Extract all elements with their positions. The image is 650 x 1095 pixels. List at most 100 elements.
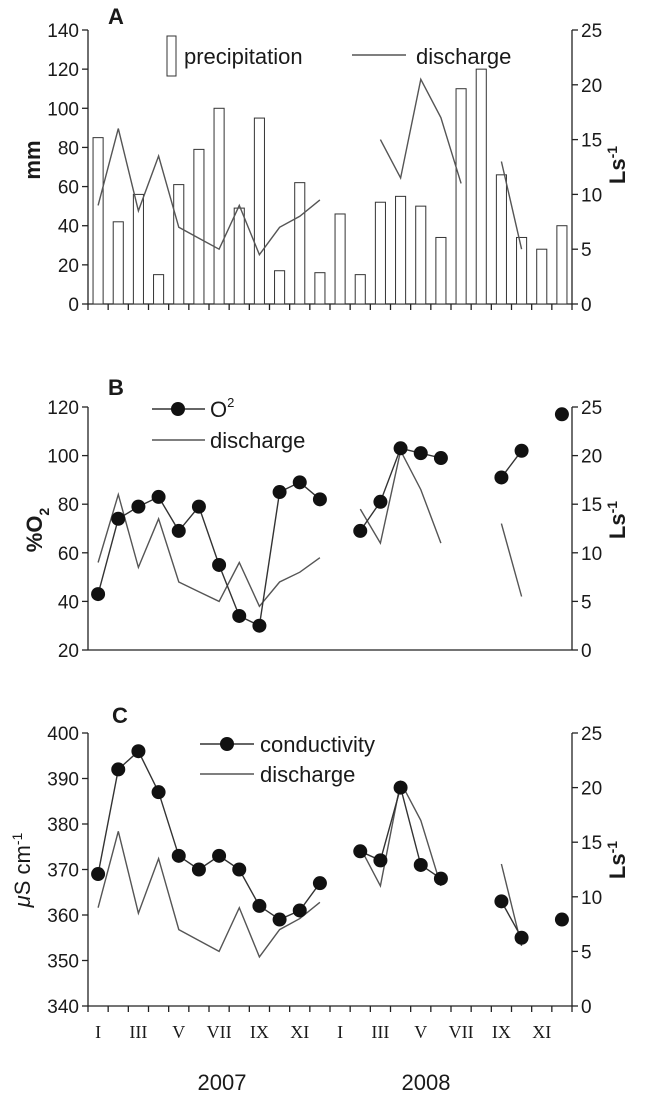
month-tick-label: III — [371, 1022, 389, 1042]
month-tick-label: III — [129, 1022, 147, 1042]
panel-c-left-tick-label: 370 — [47, 861, 79, 882]
oxygen-point — [494, 470, 509, 485]
conductivity-point — [252, 898, 267, 913]
precipitation-bar — [455, 88, 467, 305]
conductivity-point — [514, 930, 529, 945]
precipitation-bar — [112, 221, 124, 305]
oxygen-point — [514, 443, 529, 458]
oxygen-point — [111, 511, 126, 526]
panel-a-left-tick-label: 140 — [47, 21, 79, 42]
legend-precipitation-swatch — [166, 35, 177, 77]
oxygen-point — [151, 489, 166, 504]
panel-a-right-tick-label: 0 — [581, 295, 592, 316]
discharge-line — [359, 448, 442, 545]
oxygen-point — [353, 523, 368, 538]
panel-b-left-tick-label: 80 — [58, 495, 79, 516]
precipitation-bar — [173, 184, 185, 305]
panel-b-left-tick-label: 120 — [47, 398, 79, 419]
legend-oxygen-marker — [171, 402, 185, 416]
panel-c: C μS cm-1 Ls-1 conductivity discharge 34… — [9, 703, 630, 1018]
panel-a-right-tick-label: 5 — [581, 240, 592, 261]
oxygen-point — [171, 523, 186, 538]
precipitation-bar — [374, 201, 386, 305]
panel-c-right-tick-label: 20 — [581, 779, 602, 800]
precipitation-bar — [153, 274, 165, 305]
panel-c-right-tick-label: 5 — [581, 942, 592, 963]
discharge-line — [500, 161, 523, 250]
oxygen-line — [97, 481, 321, 627]
panel-b-legend: O2 discharge — [152, 395, 305, 453]
panel-letter-a: A — [108, 4, 124, 29]
oxygen-point — [433, 451, 448, 466]
month-tick-label: XI — [532, 1022, 551, 1042]
panel-a-right-tick-label: 15 — [581, 131, 602, 152]
precipitation-bar — [274, 270, 286, 305]
precipitation-bar — [233, 207, 245, 305]
panel-b-left-tick-label: 40 — [58, 592, 79, 613]
panel-b-right-axis-label: Ls-1 — [604, 501, 630, 539]
precipitation-bar — [92, 137, 104, 305]
precipitation-bar — [435, 236, 447, 305]
conductivity-point — [292, 903, 307, 918]
panel-a-left-axis-label: mm — [20, 140, 45, 179]
conductivity-point — [312, 876, 327, 891]
panel-c-left-tick-label: 340 — [47, 997, 79, 1018]
precipitation-bar — [556, 225, 568, 305]
panel-c-left-tick-label: 360 — [47, 906, 79, 927]
month-tick-label: I — [337, 1022, 343, 1042]
conductivity-point — [554, 912, 569, 927]
panel-a-left-tick-label: 40 — [58, 217, 79, 238]
conductivity-point — [151, 785, 166, 800]
legend-discharge-label: discharge — [416, 44, 511, 69]
oxygen-point — [373, 494, 388, 509]
panel-c-right-tick-label: 10 — [581, 888, 602, 909]
oxygen-point — [312, 492, 327, 507]
conductivity-point — [373, 853, 388, 868]
legend-oxygen-label: O2 — [210, 395, 234, 422]
conductivity-point — [111, 762, 126, 777]
panel-a-left-tick-label: 0 — [68, 295, 79, 316]
panel-a-right-axis-label: Ls-1 — [604, 146, 630, 184]
panel-letter-b: B — [108, 375, 124, 400]
year-labels: 2007 2008 — [198, 1070, 451, 1095]
oxygen-point — [393, 441, 408, 456]
panel-b-right-tick-label: 20 — [581, 447, 602, 468]
oxygen-point — [292, 475, 307, 490]
precipitation-bar — [193, 148, 205, 305]
precipitation-bar — [475, 68, 487, 305]
panel-c-right-tick-label: 25 — [581, 724, 602, 745]
panel-a-right-tick-label: 10 — [581, 185, 602, 206]
panel-b: B %O2 Ls-1 O2 discharge 20 40 60 80 100 120 0 5… — [22, 375, 630, 662]
precipitation-bar — [334, 213, 346, 305]
precipitation-bar — [395, 195, 407, 305]
conductivity-point — [191, 862, 206, 877]
precipitation-bar — [294, 182, 306, 305]
precipitation-bar — [253, 117, 265, 305]
month-tick-label: VII — [207, 1022, 232, 1042]
panel-a-legend: precipitation discharge — [166, 35, 511, 77]
oxygen-point — [91, 587, 106, 602]
legend-discharge-label-c: discharge — [260, 762, 355, 787]
discharge-line — [97, 128, 321, 257]
precipitation-bar — [516, 236, 528, 305]
conductivity-point — [494, 894, 509, 909]
oxygen-point — [272, 485, 287, 500]
precipitation-bar — [536, 248, 548, 305]
conductivity-point — [212, 848, 227, 863]
panel-b-right-tick-label: 25 — [581, 398, 602, 419]
precipitation-bar — [132, 193, 144, 305]
panel-b-left-tick-label: 60 — [58, 544, 79, 565]
panel-c-legend: conductivity discharge — [200, 732, 375, 787]
panel-b-right-tick-label: 10 — [581, 544, 602, 565]
oxygen-point — [212, 557, 227, 572]
oxygen-point — [413, 446, 428, 461]
legend-conductivity-marker — [220, 737, 234, 751]
panel-a-left-tick-label: 80 — [58, 138, 79, 159]
month-tick-label: XI — [290, 1022, 309, 1042]
legend-conductivity-label: conductivity — [260, 732, 375, 757]
oxygen-point — [131, 499, 146, 514]
conductivity-point — [353, 844, 368, 859]
panel-a: A mm Ls-1 precipitation discharge 0 20 40 6… — [20, 4, 630, 316]
oxygen-point — [191, 499, 206, 514]
